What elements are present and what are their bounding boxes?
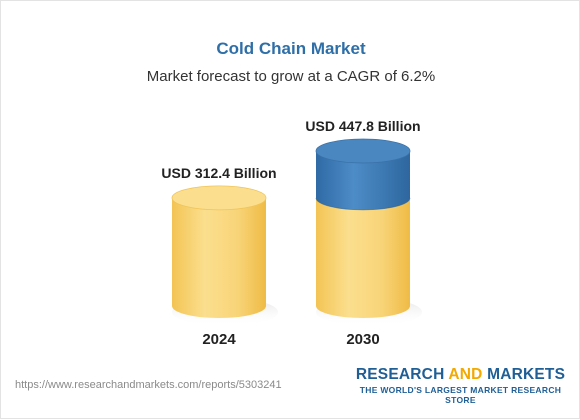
- data-label: USD 447.8 Billion: [305, 118, 420, 134]
- bar-base-2024: [172, 197, 266, 318]
- logo-word-and: AND: [448, 366, 483, 383]
- logo-word-research: RESEARCH: [355, 366, 449, 383]
- bar-growth-2030: [316, 151, 410, 210]
- data-label: USD 312.4 Billion: [161, 165, 276, 181]
- source-url: https://www.researchandmarkets.com/repor…: [15, 379, 282, 391]
- category-label: 2030: [346, 331, 379, 348]
- chart-title: Cold Chain Market: [216, 39, 366, 58]
- logo-word-markets: MARKETS: [482, 366, 566, 383]
- research-and-markets-logo: RESEARCH AND MARKETS THE WORLD'S LARGEST…: [353, 366, 568, 405]
- bar-base-2030: [316, 197, 410, 318]
- logo-wordmark: RESEARCH AND MARKETS: [353, 366, 568, 383]
- logo-tagline: THE WORLD'S LARGEST MARKET RESEARCH STOR…: [359, 385, 562, 405]
- bar-top-2030: [315, 138, 411, 164]
- category-label: 2024: [202, 331, 236, 348]
- bar-top-2024: [171, 185, 267, 211]
- bar-seam: [315, 197, 411, 211]
- chart-subtitle: Market forecast to grow at a CAGR of 6.2…: [146, 68, 436, 85]
